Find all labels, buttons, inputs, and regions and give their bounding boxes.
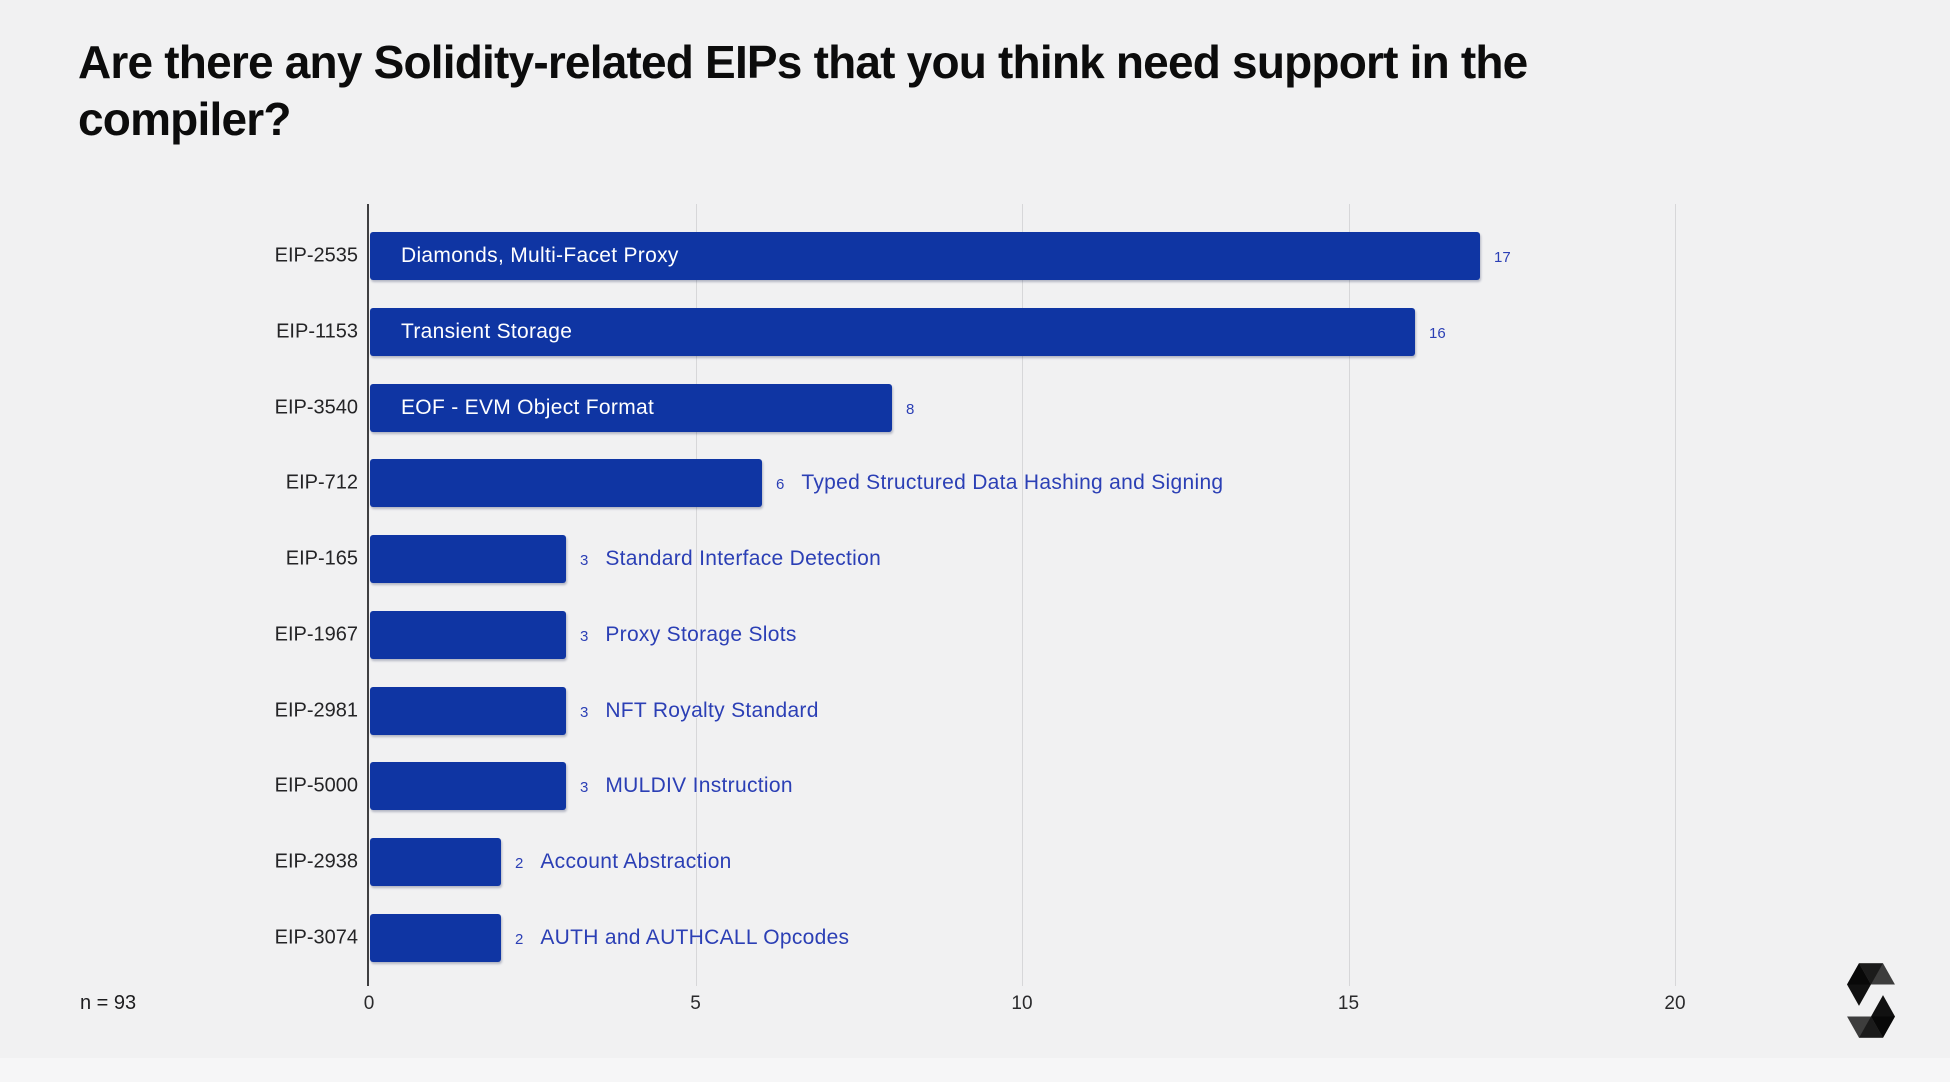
- x-tick-label: 15: [1337, 993, 1360, 1014]
- after-group: 3 MULDIV Instruction: [580, 762, 793, 810]
- value-label: 17: [1494, 248, 1511, 266]
- bar: Transient Storage: [370, 308, 1415, 356]
- after-group: 3 NFT Royalty Standard: [580, 687, 819, 735]
- bar-inner-label: EOF - EVM Object Format: [401, 396, 655, 419]
- sample-size-label: n = 93: [80, 992, 137, 1014]
- gridline: [1348, 204, 1350, 986]
- value-label: 2: [515, 854, 524, 872]
- x-tick-label: 0: [363, 993, 375, 1014]
- category-label: EIP-5000: [274, 774, 358, 797]
- category-label: EIP-3540: [274, 396, 358, 419]
- page-title: Are there any Solidity-related EIPs that…: [78, 34, 1528, 148]
- y-axis-line: [367, 204, 369, 986]
- bar: [370, 687, 566, 735]
- bar-row: EIP-2938 2 Account Abstraction: [0, 838, 1950, 886]
- category-label: EIP-2535: [274, 244, 358, 267]
- value-label: 3: [580, 703, 589, 721]
- bar-row: EIP-2981 3 NFT Royalty Standard: [0, 687, 1950, 735]
- after-group: 3 Proxy Storage Slots: [580, 611, 797, 659]
- category-label: EIP-712: [285, 471, 358, 494]
- bar-row: EIP-165 3 Standard Interface Detection: [0, 535, 1950, 583]
- bar-outer-label: Standard Interface Detection: [605, 547, 882, 570]
- bar: [370, 611, 566, 659]
- bar: [370, 762, 566, 810]
- value-label: 3: [580, 627, 589, 645]
- after-group: 8: [906, 384, 914, 432]
- bar: [370, 459, 762, 507]
- bar: [370, 838, 501, 886]
- bar-inner-label: Transient Storage: [401, 320, 573, 343]
- category-label: EIP-2938: [274, 850, 358, 873]
- bar-row: EIP-2535 Diamonds, Multi-Facet Proxy 17: [0, 232, 1950, 280]
- after-group: 2 AUTH and AUTHCALL Opcodes: [515, 914, 849, 962]
- value-label: 16: [1429, 324, 1446, 342]
- bar-inner-label: Diamonds, Multi-Facet Proxy: [401, 244, 679, 267]
- x-tick-label: 20: [1664, 993, 1686, 1014]
- bar: [370, 535, 566, 583]
- gridline: [695, 204, 697, 986]
- bar-row: EIP-712 6 Typed Structured Data Hashing …: [0, 459, 1950, 507]
- category-label: EIP-3074: [274, 926, 358, 949]
- category-label: EIP-165: [285, 547, 358, 570]
- bar-outer-label: AUTH and AUTHCALL Opcodes: [540, 926, 850, 949]
- solidity-logo-icon: [1847, 963, 1895, 1038]
- bar-outer-label: MULDIV Instruction: [605, 774, 793, 797]
- category-label: EIP-1153: [276, 320, 358, 343]
- bar-outer-label: Account Abstraction: [540, 850, 732, 873]
- footer-strip: [0, 1058, 1950, 1082]
- x-tick-label: 5: [690, 993, 701, 1014]
- category-label: EIP-2981: [274, 699, 358, 722]
- value-label: 8: [906, 400, 915, 418]
- bar: Diamonds, Multi-Facet Proxy: [370, 232, 1480, 280]
- page-title-line-2: compiler?: [78, 93, 291, 145]
- gridline: [1022, 204, 1023, 986]
- bar-row: EIP-5000 3 MULDIV Instruction: [0, 762, 1950, 810]
- value-label: 6: [776, 475, 785, 493]
- gridline: [1675, 204, 1676, 986]
- value-label: 3: [580, 551, 589, 569]
- value-label: 2: [515, 930, 524, 948]
- after-group: 6 Typed Structured Data Hashing and Sign…: [776, 459, 1223, 507]
- bar-outer-label: Typed Structured Data Hashing and Signin…: [801, 471, 1224, 494]
- page-title-line-1: Are there any Solidity-related EIPs that…: [78, 36, 1528, 88]
- after-group: 17: [1494, 232, 1511, 280]
- x-tick-label: 10: [1011, 993, 1033, 1014]
- after-group: 3 Standard Interface Detection: [580, 535, 881, 583]
- value-label: 3: [580, 778, 589, 796]
- bar-row: EIP-3540 EOF - EVM Object Format 8: [0, 384, 1950, 432]
- bar: [370, 914, 501, 962]
- bar-outer-label: Proxy Storage Slots: [605, 623, 797, 646]
- after-group: 2 Account Abstraction: [515, 838, 732, 886]
- bar-row: EIP-3074 2 AUTH and AUTHCALL Opcodes: [0, 914, 1950, 962]
- bar-row: EIP-1967 3 Proxy Storage Slots: [0, 611, 1950, 659]
- after-group: 16: [1429, 308, 1446, 356]
- category-label: EIP-1967: [274, 623, 358, 646]
- bar-row: EIP-1153 Transient Storage 16: [0, 308, 1950, 356]
- bar: EOF - EVM Object Format: [370, 384, 892, 432]
- bar-outer-label: NFT Royalty Standard: [605, 699, 819, 722]
